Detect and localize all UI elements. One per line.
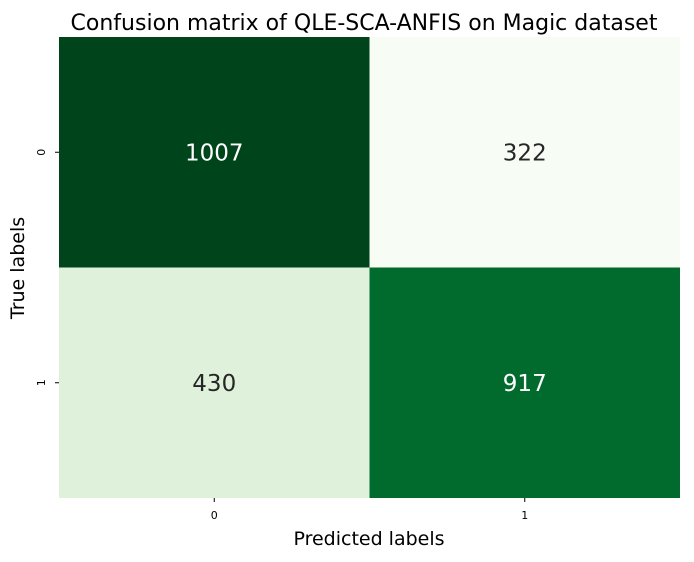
y-axis-label: True labels [7,217,29,320]
heatmap-cells [59,37,680,498]
x-tick-label-1: 1 [521,509,528,522]
cell-annotations: 1007 322 430 917 [185,140,547,397]
heatmap-cell-r0-c1 [369,37,680,268]
x-axis-label: Predicted labels [293,528,444,550]
y-tick-label-1: 1 [35,379,48,386]
heatmap-cell-r1-c1 [369,267,680,498]
x-tick-label-0: 0 [211,509,218,522]
y-axis-ticks: 01 [35,149,59,386]
cell-value-r1-c1: 917 [503,371,547,397]
y-tick-label-0: 0 [35,149,48,156]
heatmap-cell-r1-c0 [59,267,370,498]
cell-value-r0-c1: 322 [503,140,547,166]
chart-title: Confusion matrix of QLE-SCA-ANFIS on Mag… [71,11,658,36]
cell-value-r0-c0: 1007 [185,140,244,166]
cell-value-r1-c0: 430 [192,371,236,397]
heatmap-cell-r0-c0 [59,37,370,268]
